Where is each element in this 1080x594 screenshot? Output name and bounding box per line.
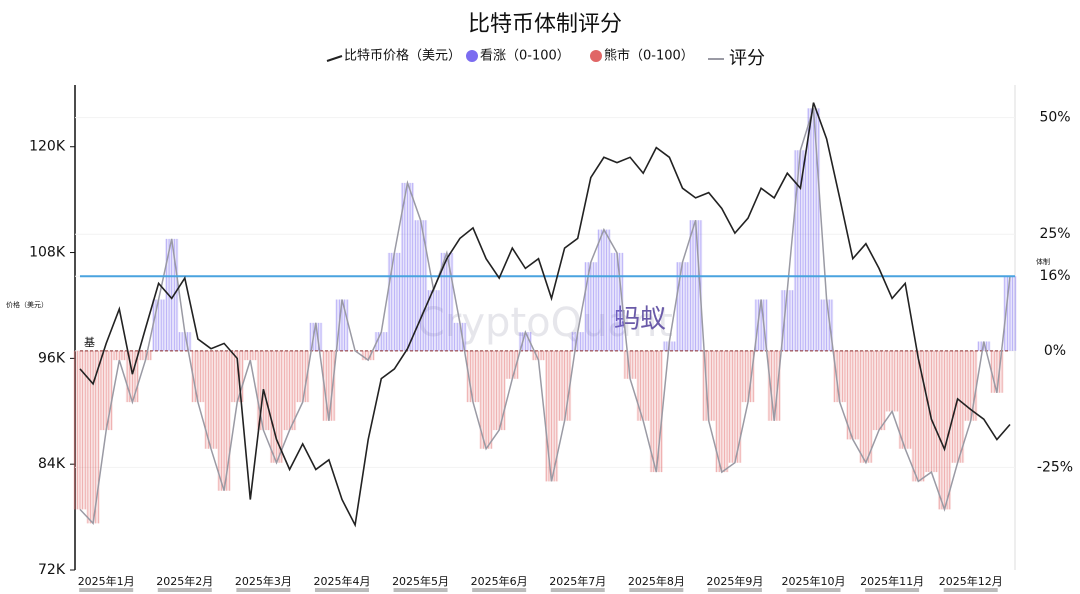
score-line: [79, 108, 1011, 526]
x-tick-label: 2025年7月: [549, 574, 606, 588]
x-label-underline: [629, 588, 684, 592]
x-label-underline: [786, 588, 841, 592]
y2-tick-label: 16%: [1039, 268, 1070, 284]
y-tick-label: 84K: [38, 456, 66, 472]
x-tick-label: 2025年4月: [313, 574, 370, 588]
x-tick-label: 2025年11月: [860, 574, 924, 588]
x-tick-label: 2025年10月: [782, 574, 846, 588]
legend-marker: [466, 50, 478, 62]
legend-label: 熊市（0-100）: [604, 48, 694, 64]
y2-tick-label: 50%: [1039, 110, 1070, 126]
x-label-underline: [707, 588, 762, 592]
x-tick-label: 2025年9月: [706, 574, 763, 588]
legend-line: [326, 55, 343, 62]
y-tick-label: 108K: [29, 245, 66, 261]
y-tick-label: 72K: [38, 562, 66, 578]
x-label-underline: [236, 588, 291, 592]
legend-marker: [590, 50, 602, 62]
y2-tick-label: -25%: [1037, 459, 1073, 475]
x-label-underline: [550, 588, 605, 592]
y-tick-label: 96K: [38, 350, 66, 366]
x-label-underline: [393, 588, 448, 592]
x-tick-label: 2025年1月: [78, 574, 135, 588]
legend-label: 看涨（0-100）: [480, 48, 570, 64]
x-label-underline: [157, 588, 212, 592]
x-label-underline: [943, 588, 998, 592]
y2-axis-label: 体制: [1036, 257, 1050, 266]
x-tick-label: 2025年8月: [628, 574, 685, 588]
annotation: 基: [84, 336, 95, 349]
y-axis-label: 价格（美元）: [6, 300, 48, 309]
legend-label: 评分: [729, 48, 765, 69]
y-tick-label: 120K: [29, 139, 66, 155]
x-label-underline: [79, 588, 134, 592]
x-tick-label: 2025年5月: [392, 574, 449, 588]
x-tick-label: 2025年6月: [471, 574, 528, 588]
x-label-underline: [472, 588, 527, 592]
x-label-underline: [865, 588, 920, 592]
legend-label: 比特币价格（美元）: [344, 48, 461, 64]
price-line: [79, 102, 1011, 528]
x-tick-label: 2025年2月: [156, 574, 213, 588]
y2-tick-label: 0%: [1044, 343, 1066, 359]
y2-tick-label: 25%: [1039, 226, 1070, 242]
chart-title: 比特币体制评分: [468, 12, 622, 37]
x-tick-label: 2025年12月: [939, 574, 1003, 588]
x-label-underline: [314, 588, 369, 592]
x-tick-label: 2025年3月: [235, 574, 292, 588]
